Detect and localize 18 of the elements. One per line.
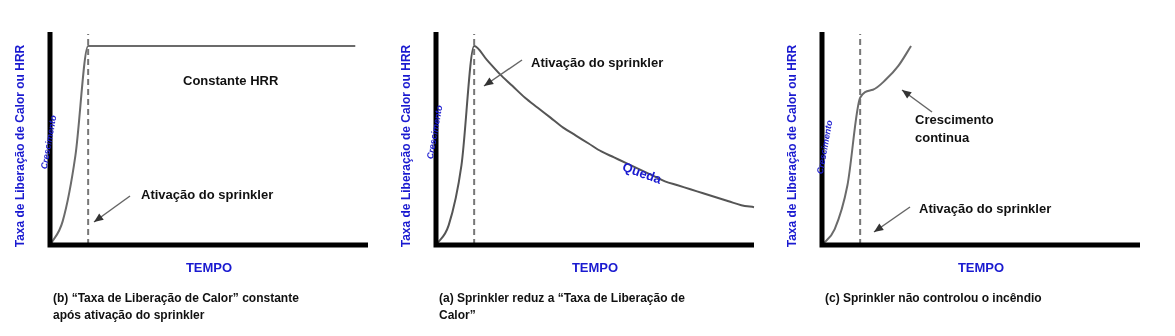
x-axis-title: TEMPO bbox=[184, 260, 234, 275]
text: (c) Sprinkler não controlou o incêndio bbox=[825, 290, 1043, 307]
x-axis-title: TEMPO bbox=[570, 260, 620, 275]
annotation: Crescimento bbox=[814, 119, 836, 176]
y-axis-title: Taxa de Liberação de Calor ou HRR bbox=[13, 44, 27, 248]
y-axis-title: Taxa de Liberação de Calor ou HRR bbox=[785, 44, 799, 248]
annotation: Queda bbox=[619, 158, 665, 189]
annotation: Crescimento bbox=[424, 104, 446, 161]
annotation: Crescimento bbox=[38, 114, 60, 171]
x-axis-title: TEMPO bbox=[956, 260, 1006, 275]
annotation: Ativação do sprinkler bbox=[919, 200, 1052, 218]
annotation: Ativação do sprinkler bbox=[531, 54, 664, 72]
text: (a) Sprinkler reduz a “Taxa de Liberação de Calor” bbox=[439, 290, 686, 324]
annotation: Constante HRR bbox=[183, 72, 279, 90]
annotation: Ativação do sprinkler bbox=[141, 186, 274, 204]
y-axis-title: Taxa de Liberação de Calor ou HRR bbox=[399, 44, 413, 248]
text: (b) “Taxa de Liberação de Calor” constante após ativação do sprinkler bbox=[53, 290, 300, 324]
annotation: Crescimento continua bbox=[915, 111, 995, 148]
